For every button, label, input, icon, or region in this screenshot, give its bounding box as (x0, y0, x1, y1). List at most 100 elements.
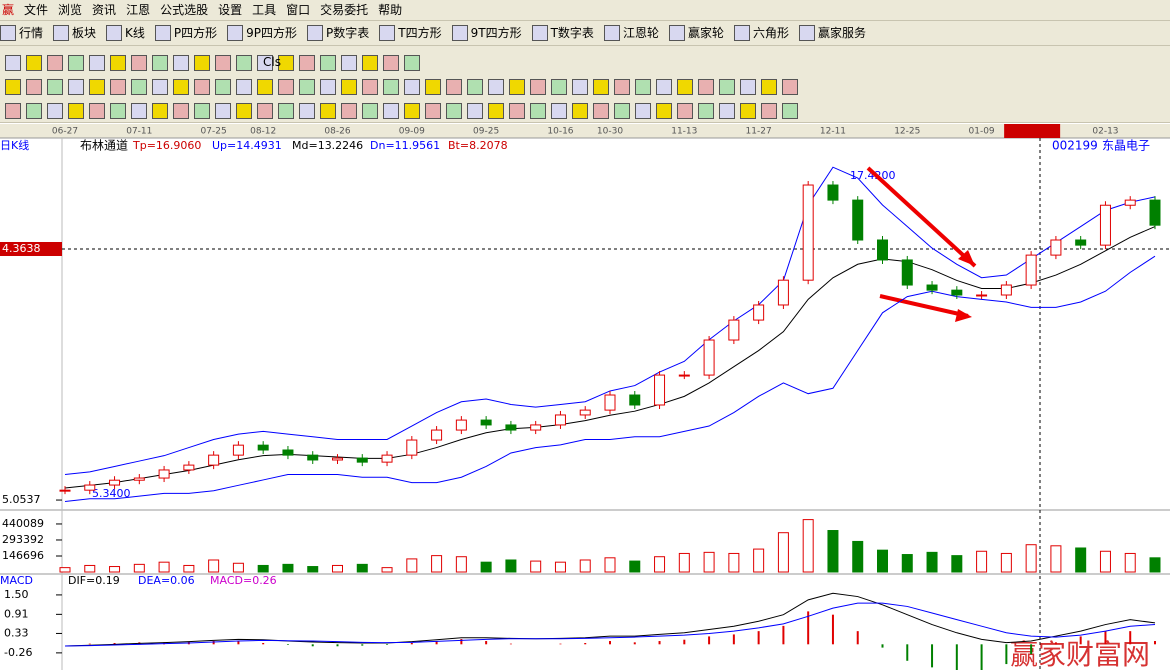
icon-button[interactable] (572, 102, 588, 119)
icon-button[interactable] (131, 102, 147, 119)
icon-button[interactable] (698, 78, 714, 95)
icon-button[interactable] (509, 102, 525, 119)
icon-button[interactable] (26, 78, 42, 95)
menu-item[interactable]: 交易委托 (320, 3, 369, 17)
tool-button[interactable]: 江恩轮 (603, 21, 659, 45)
icon-button[interactable] (194, 54, 210, 71)
icon-button[interactable] (425, 78, 441, 95)
icon-button[interactable] (341, 78, 357, 95)
menu-item[interactable]: 赢 (2, 3, 15, 17)
icon-button[interactable] (719, 78, 735, 95)
menu-item[interactable]: 江恩 (126, 3, 151, 17)
icon-button[interactable] (47, 78, 63, 95)
icon-button[interactable] (26, 102, 42, 119)
icon-button[interactable] (320, 78, 336, 95)
icon-button[interactable] (257, 78, 273, 95)
icon-button[interactable] (299, 102, 315, 119)
icon-button[interactable] (194, 78, 210, 95)
icon-button[interactable] (782, 102, 798, 119)
icon-button[interactable] (656, 78, 672, 95)
cls-button[interactable]: Cls (263, 55, 281, 69)
icon-button[interactable] (698, 102, 714, 119)
icon-button[interactable] (236, 54, 252, 71)
icon-button[interactable] (635, 78, 651, 95)
icon-button[interactable] (509, 78, 525, 95)
icon-button[interactable] (152, 102, 168, 119)
icon-button[interactable] (740, 102, 756, 119)
tool-button[interactable]: P数字表 (307, 21, 369, 45)
icon-button[interactable] (110, 54, 126, 71)
icon-button[interactable] (131, 78, 147, 95)
icon-button[interactable] (656, 102, 672, 119)
icon-button[interactable] (404, 54, 420, 71)
icon-button[interactable] (299, 78, 315, 95)
icon-button[interactable] (278, 78, 294, 95)
tool-button[interactable]: 板块 (53, 21, 96, 45)
icon-button[interactable] (215, 102, 231, 119)
icon-button[interactable] (635, 102, 651, 119)
icon-button[interactable] (110, 102, 126, 119)
icon-button[interactable] (362, 54, 378, 71)
icon-button[interactable] (404, 102, 420, 119)
icon-button[interactable] (68, 54, 84, 71)
icon-button[interactable] (761, 78, 777, 95)
icon-button[interactable] (236, 78, 252, 95)
menu-item[interactable]: 工具 (252, 3, 277, 17)
icon-button[interactable] (152, 78, 168, 95)
icon-button[interactable] (446, 102, 462, 119)
icon-button[interactable] (257, 102, 273, 119)
icon-button[interactable] (173, 102, 189, 119)
icon-button[interactable] (5, 78, 21, 95)
icon-button[interactable] (47, 102, 63, 119)
icon-button[interactable] (173, 78, 189, 95)
icon-button[interactable] (362, 102, 378, 119)
icon-button[interactable] (530, 78, 546, 95)
icon-button[interactable] (677, 102, 693, 119)
tool-button[interactable]: 9T四方形 (451, 21, 522, 45)
icon-button[interactable] (68, 78, 84, 95)
icon-button[interactable] (341, 54, 357, 71)
menu-item[interactable]: 设置 (218, 3, 243, 17)
tool-button[interactable]: K线 (106, 21, 145, 45)
menu-item[interactable]: 窗口 (286, 3, 311, 17)
tool-button[interactable]: 赢家轮 (668, 21, 724, 45)
icon-button[interactable] (194, 102, 210, 119)
tool-button[interactable]: 行情 (0, 21, 43, 45)
icon-button[interactable] (110, 78, 126, 95)
menu-item[interactable]: 资讯 (92, 3, 117, 17)
icon-button[interactable] (320, 54, 336, 71)
icon-button[interactable] (341, 102, 357, 119)
icon-button[interactable] (152, 54, 168, 71)
icon-button[interactable] (551, 78, 567, 95)
icon-button[interactable] (593, 102, 609, 119)
icon-button[interactable] (719, 102, 735, 119)
tool-button[interactable]: 赢家服务 (798, 21, 866, 45)
icon-button[interactable] (614, 102, 630, 119)
icon-button[interactable] (89, 78, 105, 95)
icon-button[interactable] (383, 78, 399, 95)
tool-button[interactable]: P四方形 (154, 21, 217, 45)
icon-button[interactable] (383, 54, 399, 71)
tool-button[interactable]: 9P四方形 (227, 21, 297, 45)
icon-button[interactable] (257, 54, 273, 71)
icon-button[interactable] (551, 102, 567, 119)
icon-button[interactable] (26, 54, 42, 71)
icon-button[interactable] (299, 54, 315, 71)
icon-button[interactable] (761, 102, 777, 119)
icon-button[interactable] (446, 78, 462, 95)
icon-button[interactable] (278, 102, 294, 119)
icon-button[interactable] (740, 78, 756, 95)
icon-button[interactable] (488, 102, 504, 119)
icon-button[interactable] (530, 102, 546, 119)
icon-button[interactable] (320, 102, 336, 119)
icon-button[interactable] (782, 78, 798, 95)
icon-button[interactable] (215, 54, 231, 71)
menu-item[interactable]: 文件 (24, 3, 49, 17)
icon-button[interactable] (5, 54, 21, 71)
icon-button[interactable] (68, 102, 84, 119)
icon-button[interactable] (47, 54, 63, 71)
icon-button[interactable] (593, 78, 609, 95)
icon-button[interactable] (236, 102, 252, 119)
icon-button[interactable] (173, 54, 189, 71)
icon-button[interactable] (488, 78, 504, 95)
